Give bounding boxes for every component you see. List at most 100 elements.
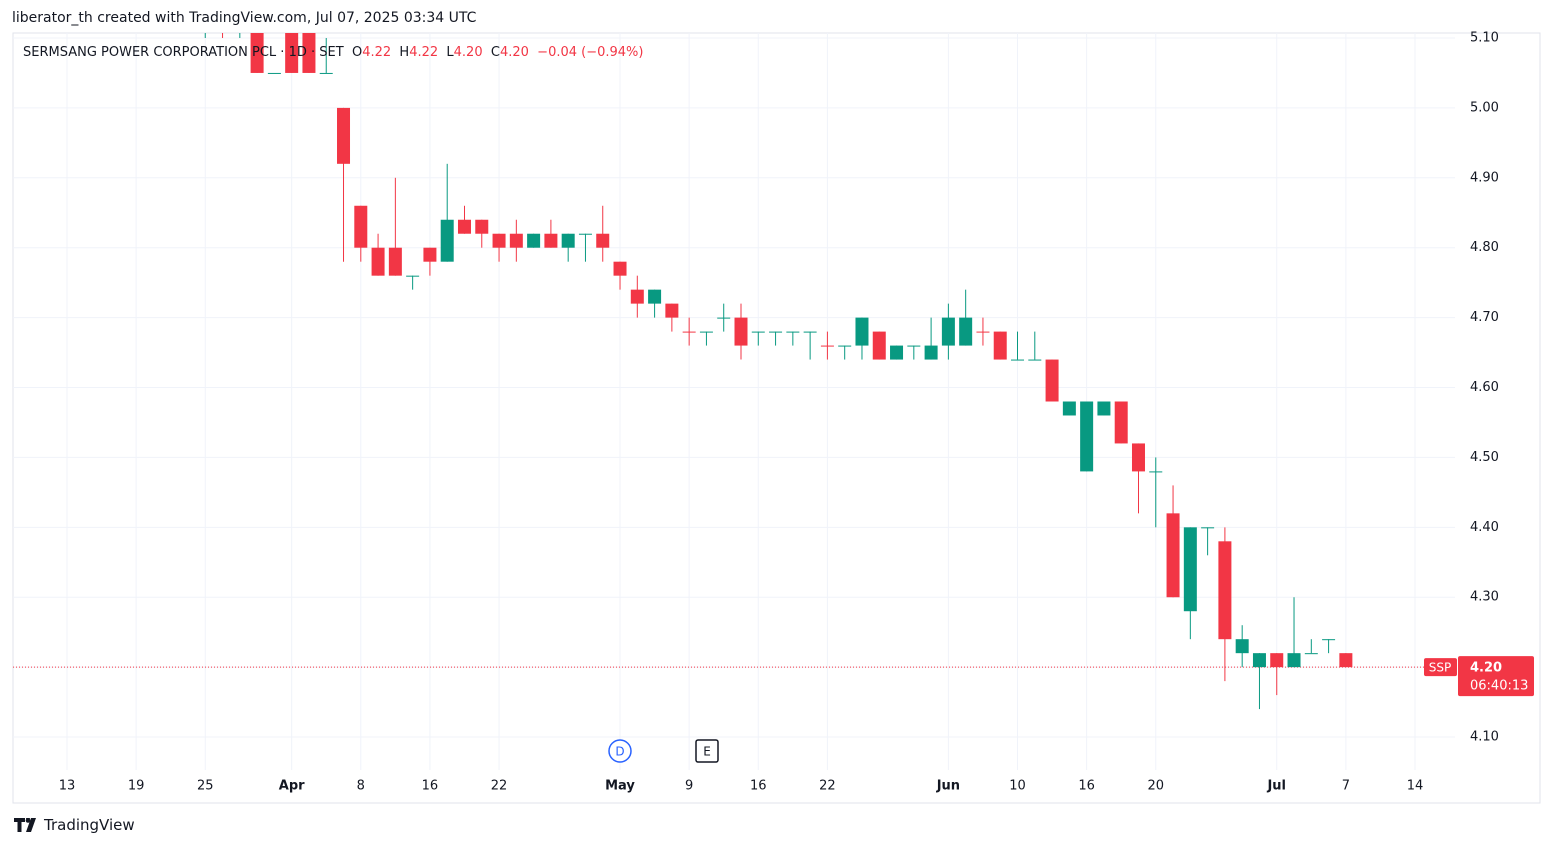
candle-body bbox=[699, 331, 713, 333]
brand: TradingView bbox=[14, 816, 135, 834]
candle-body bbox=[838, 345, 852, 347]
interval: 1D bbox=[288, 45, 307, 60]
ohlc-key: L bbox=[446, 45, 454, 60]
candle-body bbox=[544, 233, 558, 248]
candle-body bbox=[509, 233, 523, 248]
candle-body bbox=[354, 205, 368, 248]
candle-body bbox=[734, 317, 748, 346]
event-marker[interactable]: E bbox=[695, 739, 719, 763]
candle-body bbox=[371, 247, 385, 276]
y-tick-label: 4.90 bbox=[1470, 170, 1499, 185]
candle-body bbox=[199, 10, 212, 11]
last-price-tag bbox=[1458, 656, 1534, 697]
exchange: SET bbox=[319, 45, 344, 60]
chart-frame bbox=[12, 32, 1541, 804]
candle-body bbox=[475, 219, 489, 234]
candle-body bbox=[941, 317, 955, 346]
event-marker[interactable]: D bbox=[608, 739, 632, 763]
candle-body bbox=[1304, 653, 1318, 655]
candle-body bbox=[216, 10, 229, 24]
y-tick-label: 4.80 bbox=[1470, 240, 1499, 255]
candle-body bbox=[665, 303, 679, 318]
x-tick-label: 10 bbox=[1009, 779, 1026, 794]
ohlc-key: H bbox=[399, 45, 410, 60]
candle-body bbox=[855, 317, 869, 346]
y-tick-label: 4.70 bbox=[1470, 310, 1499, 325]
x-tick-label: 25 bbox=[197, 779, 214, 794]
ohlc: O4.22 H4.22 L4.20 C4.20 bbox=[344, 45, 529, 60]
brand-logo bbox=[14, 818, 36, 832]
candle-body bbox=[596, 233, 610, 248]
y-tick-label: 4.60 bbox=[1470, 380, 1499, 395]
x-tick-label: 13 bbox=[59, 779, 76, 794]
candle-body bbox=[769, 331, 783, 333]
candle-body bbox=[803, 331, 817, 333]
last-price-label: 4.20 bbox=[1470, 661, 1502, 676]
grid bbox=[13, 33, 1455, 770]
axes: 4.10 4.20 4.30 4.40 4.50 4.60 4.70 4.80 4.90 5.00… bbox=[59, 30, 1534, 794]
candle-body bbox=[1287, 653, 1301, 668]
ticker-tag bbox=[1424, 658, 1457, 677]
candle-body bbox=[233, 10, 246, 11]
candle-body bbox=[1131, 443, 1145, 472]
event-label: E bbox=[703, 745, 711, 759]
x-tick-label: Apr bbox=[279, 779, 305, 794]
candle-body bbox=[319, 72, 333, 74]
x-tick-label: 20 bbox=[1147, 779, 1164, 794]
candle-body bbox=[388, 247, 402, 276]
candle-body bbox=[1339, 653, 1353, 668]
y-tick-label: 5.00 bbox=[1470, 100, 1499, 115]
candle-body bbox=[457, 219, 471, 234]
candle-body bbox=[492, 233, 506, 248]
candle-body bbox=[820, 345, 834, 347]
x-tick-label: Jul bbox=[1266, 779, 1286, 794]
event-label: D bbox=[615, 745, 624, 759]
candle-body bbox=[250, 33, 264, 73]
y-tick-label: 4.50 bbox=[1470, 450, 1499, 465]
ohlc-value: 4.20 bbox=[499, 45, 529, 60]
change: −0.04 (−0.94%) bbox=[537, 45, 644, 60]
candle-body bbox=[561, 233, 575, 248]
x-tick-label: May bbox=[605, 779, 635, 794]
y-tick-label: 4.30 bbox=[1470, 590, 1499, 605]
candle-body bbox=[267, 72, 281, 74]
candle-body bbox=[1062, 401, 1076, 416]
ohlc-key: O bbox=[351, 45, 363, 60]
candle-body bbox=[423, 247, 437, 262]
ticker-label: SSP bbox=[1429, 661, 1451, 675]
candle-body bbox=[406, 275, 420, 277]
countdown: 06:40:13 bbox=[1470, 679, 1528, 694]
candle-body bbox=[1235, 639, 1249, 654]
y-tick-label: 4.10 bbox=[1470, 730, 1499, 745]
candle-body bbox=[1114, 401, 1128, 444]
x-tick-label: 22 bbox=[491, 779, 508, 794]
candle-body bbox=[440, 219, 454, 262]
candle-body bbox=[1218, 541, 1232, 640]
ohlc-value: 4.22 bbox=[409, 45, 439, 60]
candle-body bbox=[1080, 401, 1094, 472]
y-tick-label: 5.10 bbox=[1470, 30, 1499, 45]
candle-body bbox=[1252, 653, 1266, 668]
candle-body bbox=[1149, 471, 1163, 473]
x-tick-label: 8 bbox=[357, 779, 365, 794]
y-tick-label: 4.40 bbox=[1470, 520, 1499, 535]
x-tick-label: 16 bbox=[422, 779, 439, 794]
x-tick-label: 22 bbox=[819, 779, 836, 794]
candle-body bbox=[786, 331, 800, 333]
candle-body bbox=[924, 345, 938, 360]
candle-body bbox=[648, 289, 662, 304]
candle-body bbox=[751, 331, 765, 333]
candle-body bbox=[1028, 359, 1042, 361]
candle-body bbox=[302, 33, 316, 73]
candle-body bbox=[993, 331, 1007, 360]
ohlc-value: 4.22 bbox=[362, 45, 392, 60]
brand-name: TradingView bbox=[44, 816, 135, 834]
candle-body bbox=[1045, 359, 1059, 402]
candle-body bbox=[1270, 653, 1284, 668]
x-tick-label: 9 bbox=[685, 779, 693, 794]
candle-body bbox=[527, 233, 541, 248]
credit: liberator_th created with TradingView.co… bbox=[12, 10, 477, 26]
x-tick-label: 16 bbox=[1078, 779, 1095, 794]
plot-area bbox=[13, 10, 1455, 710]
